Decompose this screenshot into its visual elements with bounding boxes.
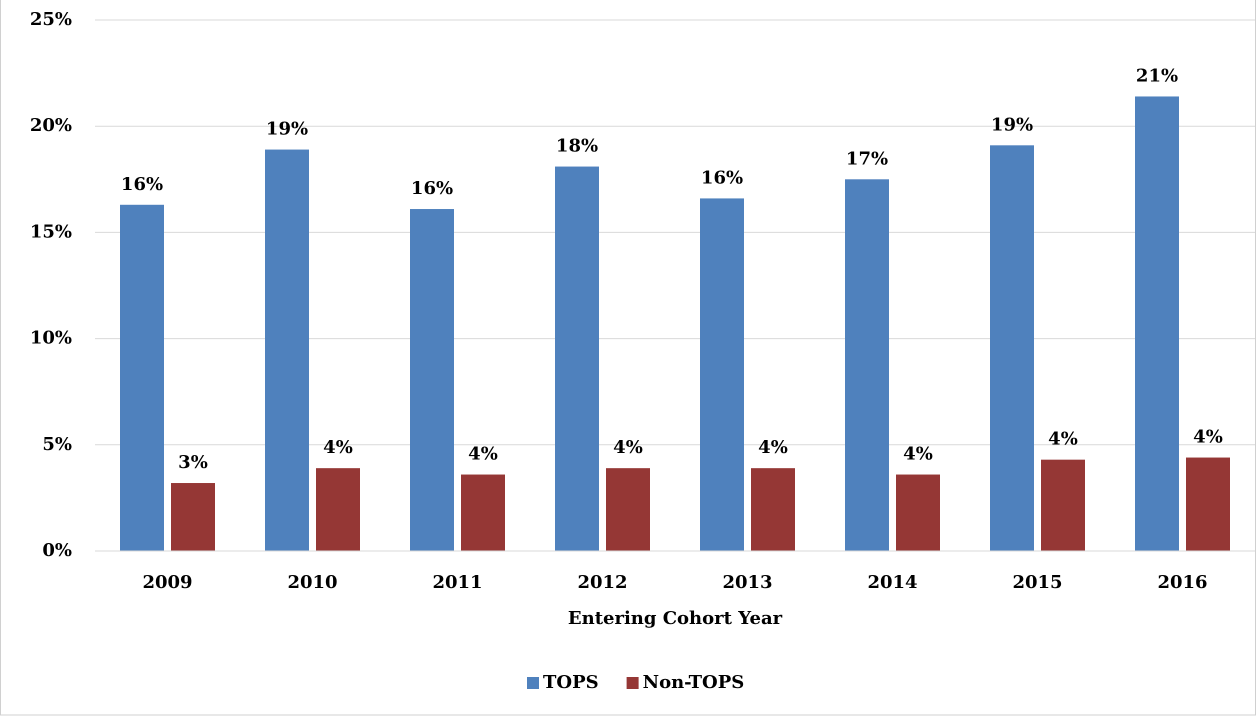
bar bbox=[700, 198, 744, 551]
data-label: 4% bbox=[1193, 427, 1223, 448]
x-tick-label: 2016 bbox=[1157, 572, 1207, 593]
bar bbox=[1186, 457, 1230, 551]
y-tick-label: 0% bbox=[42, 540, 72, 561]
data-label: 3% bbox=[178, 452, 208, 473]
data-label: 21% bbox=[1136, 65, 1178, 86]
y-tick-label: 25% bbox=[30, 9, 72, 30]
bar bbox=[751, 468, 795, 551]
data-label: 19% bbox=[266, 119, 308, 140]
x-tick-label: 2015 bbox=[1012, 572, 1062, 593]
bar bbox=[990, 145, 1034, 552]
data-label: 18% bbox=[556, 136, 598, 157]
data-label: 4% bbox=[468, 444, 498, 465]
x-axis-title: Entering Cohort Year bbox=[568, 608, 783, 629]
bar bbox=[120, 204, 164, 551]
bar bbox=[1041, 459, 1085, 551]
y-tick-label: 5% bbox=[42, 434, 72, 455]
data-label: 16% bbox=[121, 174, 163, 195]
bar bbox=[896, 474, 940, 551]
bar bbox=[265, 149, 309, 551]
bar bbox=[171, 483, 215, 551]
legend-label: TOPS bbox=[543, 672, 599, 693]
data-label: 4% bbox=[758, 437, 788, 458]
bar bbox=[606, 468, 650, 551]
data-label: 4% bbox=[903, 444, 933, 465]
x-tick-label: 2012 bbox=[577, 572, 627, 593]
data-label: 4% bbox=[613, 437, 643, 458]
data-label: 4% bbox=[1048, 429, 1078, 450]
bar bbox=[845, 179, 889, 552]
x-tick-label: 2014 bbox=[867, 572, 917, 593]
x-tick-label: 2010 bbox=[287, 572, 337, 593]
x-tick-label: 2009 bbox=[142, 572, 192, 593]
bar bbox=[316, 468, 360, 551]
x-tick-label: 2013 bbox=[722, 572, 772, 593]
bar bbox=[461, 474, 505, 551]
y-tick-label: 10% bbox=[30, 328, 72, 349]
bar bbox=[410, 209, 454, 551]
y-tick-label: 20% bbox=[30, 115, 72, 136]
legend-swatch bbox=[626, 677, 639, 689]
legend-swatch bbox=[527, 677, 539, 689]
data-label: 16% bbox=[701, 167, 743, 188]
y-tick-label: 15% bbox=[30, 221, 72, 242]
data-label: 17% bbox=[846, 148, 888, 169]
x-tick-label: 2011 bbox=[432, 572, 482, 593]
data-label: 19% bbox=[991, 114, 1033, 135]
data-label: 16% bbox=[411, 178, 453, 199]
legend-label: Non-TOPS bbox=[643, 672, 745, 693]
bar bbox=[555, 166, 599, 551]
bar bbox=[1135, 96, 1179, 552]
data-label: 4% bbox=[323, 437, 353, 458]
